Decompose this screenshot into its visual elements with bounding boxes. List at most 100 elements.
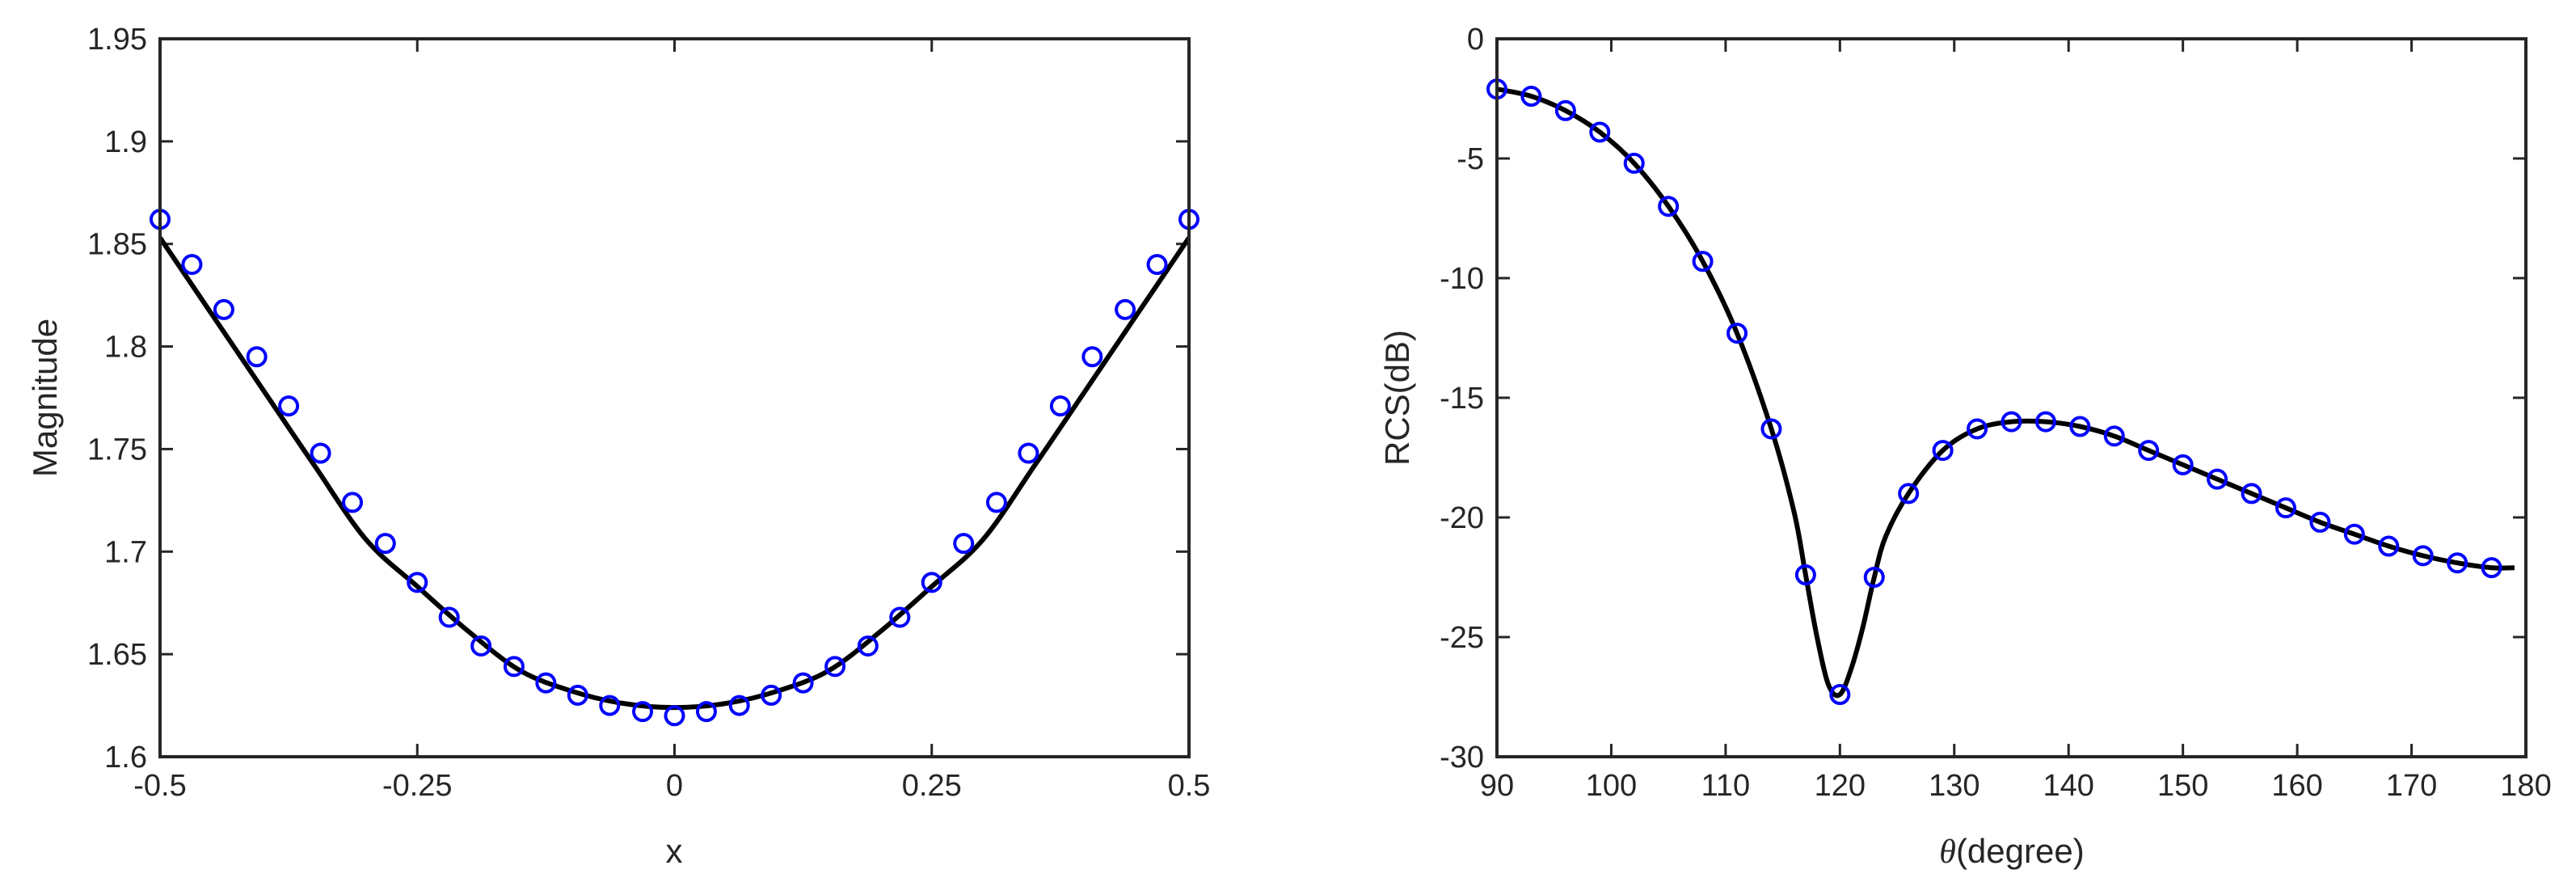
left-x-axis-label: x: [666, 832, 683, 870]
right-y-tick-label: -20: [1440, 501, 1484, 535]
left-circle-marker: [567, 684, 588, 706]
left-circle-marker: [181, 254, 203, 276]
right-y-tick-label: -15: [1440, 382, 1484, 416]
right-circle-marker: [1589, 121, 1611, 143]
left-circle-marker: [664, 705, 685, 727]
right-x-tick-label: 110: [1701, 769, 1751, 803]
left-y-tick-label: 1.75: [87, 433, 147, 466]
right-circle-marker: [2207, 468, 2228, 490]
left-circle-marker: [985, 492, 1007, 513]
left-y-tick-label: 1.8: [104, 331, 147, 365]
left-circle-marker: [889, 606, 911, 628]
left-axes-box: [158, 37, 1191, 758]
x-axis-unit: (degree): [1956, 832, 2085, 870]
right-circle-marker: [2378, 535, 2400, 557]
left-circle-marker: [695, 701, 717, 723]
right-axes-box: [1495, 37, 2528, 758]
right-x-tick-label: 130: [1929, 769, 1979, 803]
left-x-tick-label: -0.5: [133, 769, 186, 803]
left-circle-marker: [728, 694, 750, 716]
right-circle-marker: [2001, 411, 2022, 433]
left-circle-marker: [438, 606, 460, 628]
right-x-tick-label: 180: [2500, 769, 2551, 803]
right-circle-marker: [2275, 497, 2296, 519]
right-x-tick-label: 90: [1480, 769, 1514, 803]
left-y-tick-label: 1.65: [87, 638, 147, 672]
left-circle-marker: [792, 672, 814, 694]
left-circle-marker: [953, 533, 975, 555]
left-circle-marker: [632, 701, 654, 723]
left-panel-magnitude-plot: -0.5 -0.25 0 0.25 0.5 1.6 1.65 1.7 1.75 1.8 1.85 1.…: [26, 23, 1210, 870]
left-circle-marker: [246, 346, 268, 368]
right-circle-marker: [2309, 511, 2331, 533]
right-y-tick-label: 0: [1467, 23, 1484, 57]
left-y-tick-label: 1.85: [87, 228, 147, 262]
right-x-tick-label: 120: [1815, 769, 1866, 803]
right-circle-marker: [1623, 152, 1645, 174]
left-circle-marker: [310, 442, 331, 464]
left-circle-marker: [1018, 442, 1039, 464]
right-x-tick-label: 170: [2386, 769, 2437, 803]
left-circle-marker: [599, 694, 621, 716]
right-circle-marker: [1898, 483, 1920, 504]
right-circle-marker: [2412, 545, 2434, 567]
left-x-tick-label: 0.25: [902, 769, 962, 803]
right-circle-marker: [1520, 86, 1542, 108]
right-circle-marker: [2481, 557, 2502, 579]
left-x-tick-label: 0: [666, 769, 683, 803]
right-y-tick-label: -30: [1440, 741, 1484, 775]
right-circle-marker: [1692, 251, 1714, 272]
left-circle-marker: [470, 635, 492, 656]
right-x-tick-label: 100: [1586, 769, 1637, 803]
right-circle-marker: [2138, 440, 2160, 462]
right-curve-line: [1496, 87, 2515, 699]
right-circle-marker: [1726, 323, 1748, 344]
right-plot-marks: 90 100 110 120 130 140 150 160 170 180 -30 -25 -20 -1…: [1440, 23, 2552, 803]
left-y-tick-label: 1.7: [104, 535, 147, 569]
left-circle-marker: [921, 572, 942, 593]
left-circle-marker: [1081, 346, 1103, 368]
right-y-tick-label: -5: [1457, 142, 1484, 176]
right-circle-marker: [1863, 567, 1885, 588]
right-circle-marker: [2069, 416, 2091, 437]
left-x-tick-label: -0.25: [382, 769, 453, 803]
right-circle-marker: [1794, 564, 1816, 586]
left-circle-marker: [374, 533, 396, 555]
right-y-tick-label: -10: [1440, 262, 1484, 296]
right-circle-marker: [2343, 523, 2365, 545]
right-circle-marker: [2172, 454, 2194, 475]
left-circle-marker: [1115, 298, 1136, 320]
left-curve-line: [158, 236, 1191, 711]
left-circle-marker: [857, 635, 879, 656]
left-y-tick-label: 1.6: [104, 741, 147, 775]
right-circle-marker: [1932, 440, 1954, 462]
left-circle-marker: [278, 395, 300, 417]
right-x-tick-label: 150: [2157, 769, 2208, 803]
right-circle-marker: [1658, 196, 1680, 217]
right-circle-marker: [2034, 411, 2056, 433]
right-panel-rcs-plot: 90 100 110 120 130 140 150 160 170 180 -30 -25 -20 -1…: [1378, 23, 2552, 871]
right-circle-marker: [2241, 483, 2262, 504]
right-y-axis-label: RCS(dB): [1378, 330, 1416, 466]
right-circle-marker: [1829, 684, 1851, 706]
left-y-tick-label: 1.95: [87, 23, 147, 57]
left-x-tick-label: 0.5: [1168, 769, 1211, 803]
right-y-tick-label: -25: [1440, 621, 1484, 655]
right-circle-marker: [1554, 99, 1576, 121]
right-circle-marker: [2447, 552, 2468, 574]
right-circle-marker: [2103, 425, 2125, 447]
left-plot-marks: -0.5 -0.25 0 0.25 0.5 1.6 1.65 1.7 1.75 1.8 1.85 1.…: [87, 23, 1210, 803]
left-circle-marker: [407, 572, 428, 593]
left-circle-marker: [535, 672, 557, 694]
right-x-tick-label: 140: [2043, 769, 2094, 803]
left-circle-marker: [503, 656, 525, 678]
left-circle-marker: [761, 684, 782, 706]
left-circle-marker: [1049, 395, 1071, 417]
left-circle-marker: [342, 492, 364, 513]
left-y-axis-label: Magnitude: [26, 319, 64, 477]
right-x-axis-label: θ(degree): [1939, 832, 2084, 871]
right-circle-marker: [1967, 418, 1988, 440]
left-y-tick-label: 1.9: [104, 125, 147, 159]
theta-symbol: θ: [1939, 834, 1956, 871]
